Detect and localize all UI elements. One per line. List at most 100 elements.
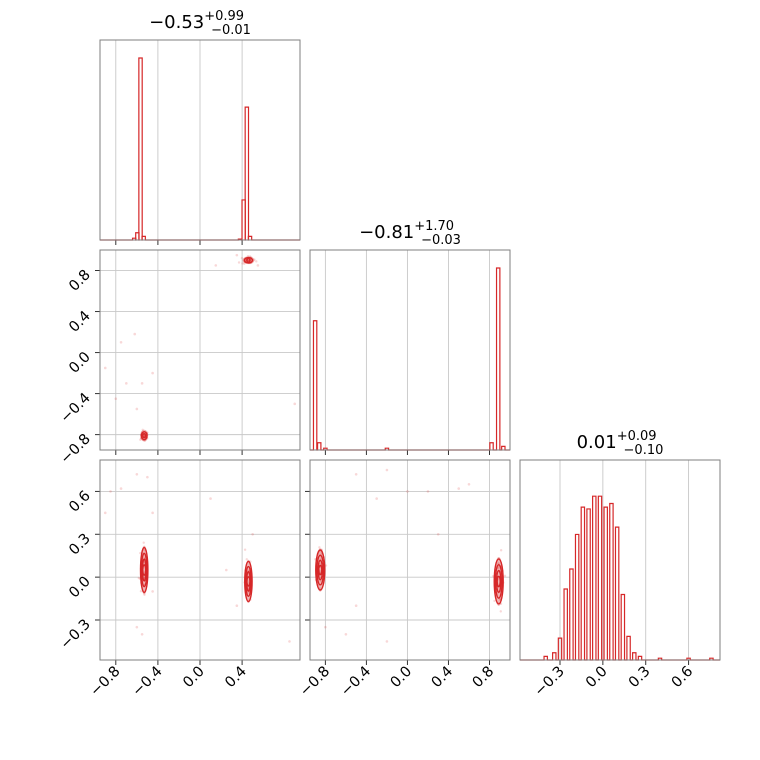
tick-label-x: 0.0 [388, 664, 416, 692]
scatter-point [243, 262, 246, 265]
scatter-point [255, 260, 258, 263]
scatter-point [114, 397, 118, 401]
histogram-outline [520, 495, 720, 661]
scatter-point [385, 468, 389, 472]
panel-frame [309, 249, 511, 451]
scatter-point [245, 558, 248, 561]
pair-panel-1: −0.8 −0.4 0.0 0.4 −0.3 0.0 0.3 0.6 [58, 459, 301, 700]
contour-level [244, 560, 253, 603]
scatter-point [251, 532, 254, 536]
scatter-point [139, 590, 143, 593]
scatter-point [288, 640, 291, 643]
contour-level [246, 576, 251, 587]
scatter-point [151, 590, 154, 593]
scatter-point [103, 366, 107, 370]
scatter-point [235, 253, 239, 257]
tick-label-x: 0.4 [222, 664, 250, 692]
scatter-point [151, 511, 154, 515]
tick-label-y: 0.3 [66, 531, 94, 559]
tick-label-y: 0.0 [66, 349, 94, 377]
tick-label-x: −0.8 [87, 664, 123, 700]
panel-frame [99, 459, 301, 661]
scatter-point [375, 497, 378, 500]
scatter-point [135, 472, 139, 476]
tick-label-x: 0.8 [470, 664, 498, 692]
contour-level [246, 257, 251, 263]
scatter-point [135, 407, 139, 411]
contour-level [142, 564, 147, 576]
scatter-point [499, 610, 502, 613]
scatter-point [253, 258, 256, 261]
contour-level [140, 552, 148, 588]
scatter-point [493, 599, 496, 603]
scatter-point [246, 254, 250, 258]
scatter-point [209, 497, 212, 500]
scatter-point [406, 490, 409, 493]
scatter-point [354, 472, 358, 476]
tick-label-x: 0.6 [669, 664, 697, 692]
scatter-point [240, 256, 244, 260]
tick-label-y: −0.8 [58, 431, 94, 467]
scatter-point [243, 548, 247, 551]
scatter-point [241, 262, 244, 265]
tick-label-y: 0.6 [66, 488, 94, 516]
scatter-point [497, 566, 500, 570]
scatter-point [324, 564, 328, 567]
tick-label-x: 0.0 [180, 664, 208, 692]
scatter-point [140, 382, 144, 385]
tick-label-y: 0.8 [66, 267, 94, 295]
pair-panel-0: −0.8 −0.4 0.0 0.4 0.8 [58, 249, 301, 467]
tick-label-x: −0.3 [532, 664, 568, 700]
scatter-point [103, 511, 107, 515]
scatter-point [499, 549, 503, 552]
scatter-point [467, 482, 471, 486]
scatter-point [256, 264, 260, 267]
scatter-point [354, 604, 358, 608]
contour-level [494, 564, 503, 599]
scatter-point [119, 487, 123, 490]
tick-label-y: −0.3 [58, 617, 94, 653]
scatter-point [143, 593, 146, 596]
contour-level [139, 546, 149, 594]
scatter-point [139, 438, 142, 441]
contour-level [140, 430, 148, 441]
scatter-point [140, 632, 144, 636]
marginal-panel-2: −0.3 0.0 0.3 0.6 [519, 459, 721, 700]
scatter-point [344, 632, 348, 636]
histogram-outline [310, 267, 510, 451]
scatter-point [497, 561, 500, 565]
tick-label-x: −0.4 [130, 664, 166, 700]
title-param-0: −0.53+0.99 −0.01 [149, 9, 251, 38]
marginal-panel-1 [309, 249, 511, 455]
scatter-point [214, 264, 218, 267]
scatter-point [293, 402, 297, 406]
scatter-point [135, 625, 139, 629]
contour-level [142, 432, 147, 439]
scatter-point [385, 640, 389, 643]
tick-label-y: −0.4 [58, 390, 94, 426]
scatter-point [426, 490, 430, 493]
scatter-point [146, 475, 149, 479]
tick-label-x: 0.4 [429, 664, 457, 692]
scatter-point [318, 546, 321, 549]
contour-level [318, 564, 323, 576]
marginal-panel-0 [99, 39, 301, 245]
scatter-point [137, 576, 140, 580]
contour-level [496, 575, 501, 588]
tick-label-x: −0.4 [338, 664, 374, 700]
scatter-point [133, 332, 137, 336]
scatter-point [225, 568, 228, 572]
panel-frame [519, 459, 721, 661]
scatter-point [237, 261, 241, 264]
scatter-point [503, 574, 507, 578]
scatter-point [436, 532, 440, 536]
tick-label-x: −0.8 [297, 664, 333, 700]
contour-level [315, 549, 326, 591]
panel-frame [309, 459, 511, 661]
contour-level [316, 554, 325, 586]
scatter-point [109, 490, 112, 493]
scatter-point [324, 625, 327, 629]
title-param-2: 0.01+0.09 −0.10 [577, 429, 664, 458]
contour-level [493, 558, 504, 605]
